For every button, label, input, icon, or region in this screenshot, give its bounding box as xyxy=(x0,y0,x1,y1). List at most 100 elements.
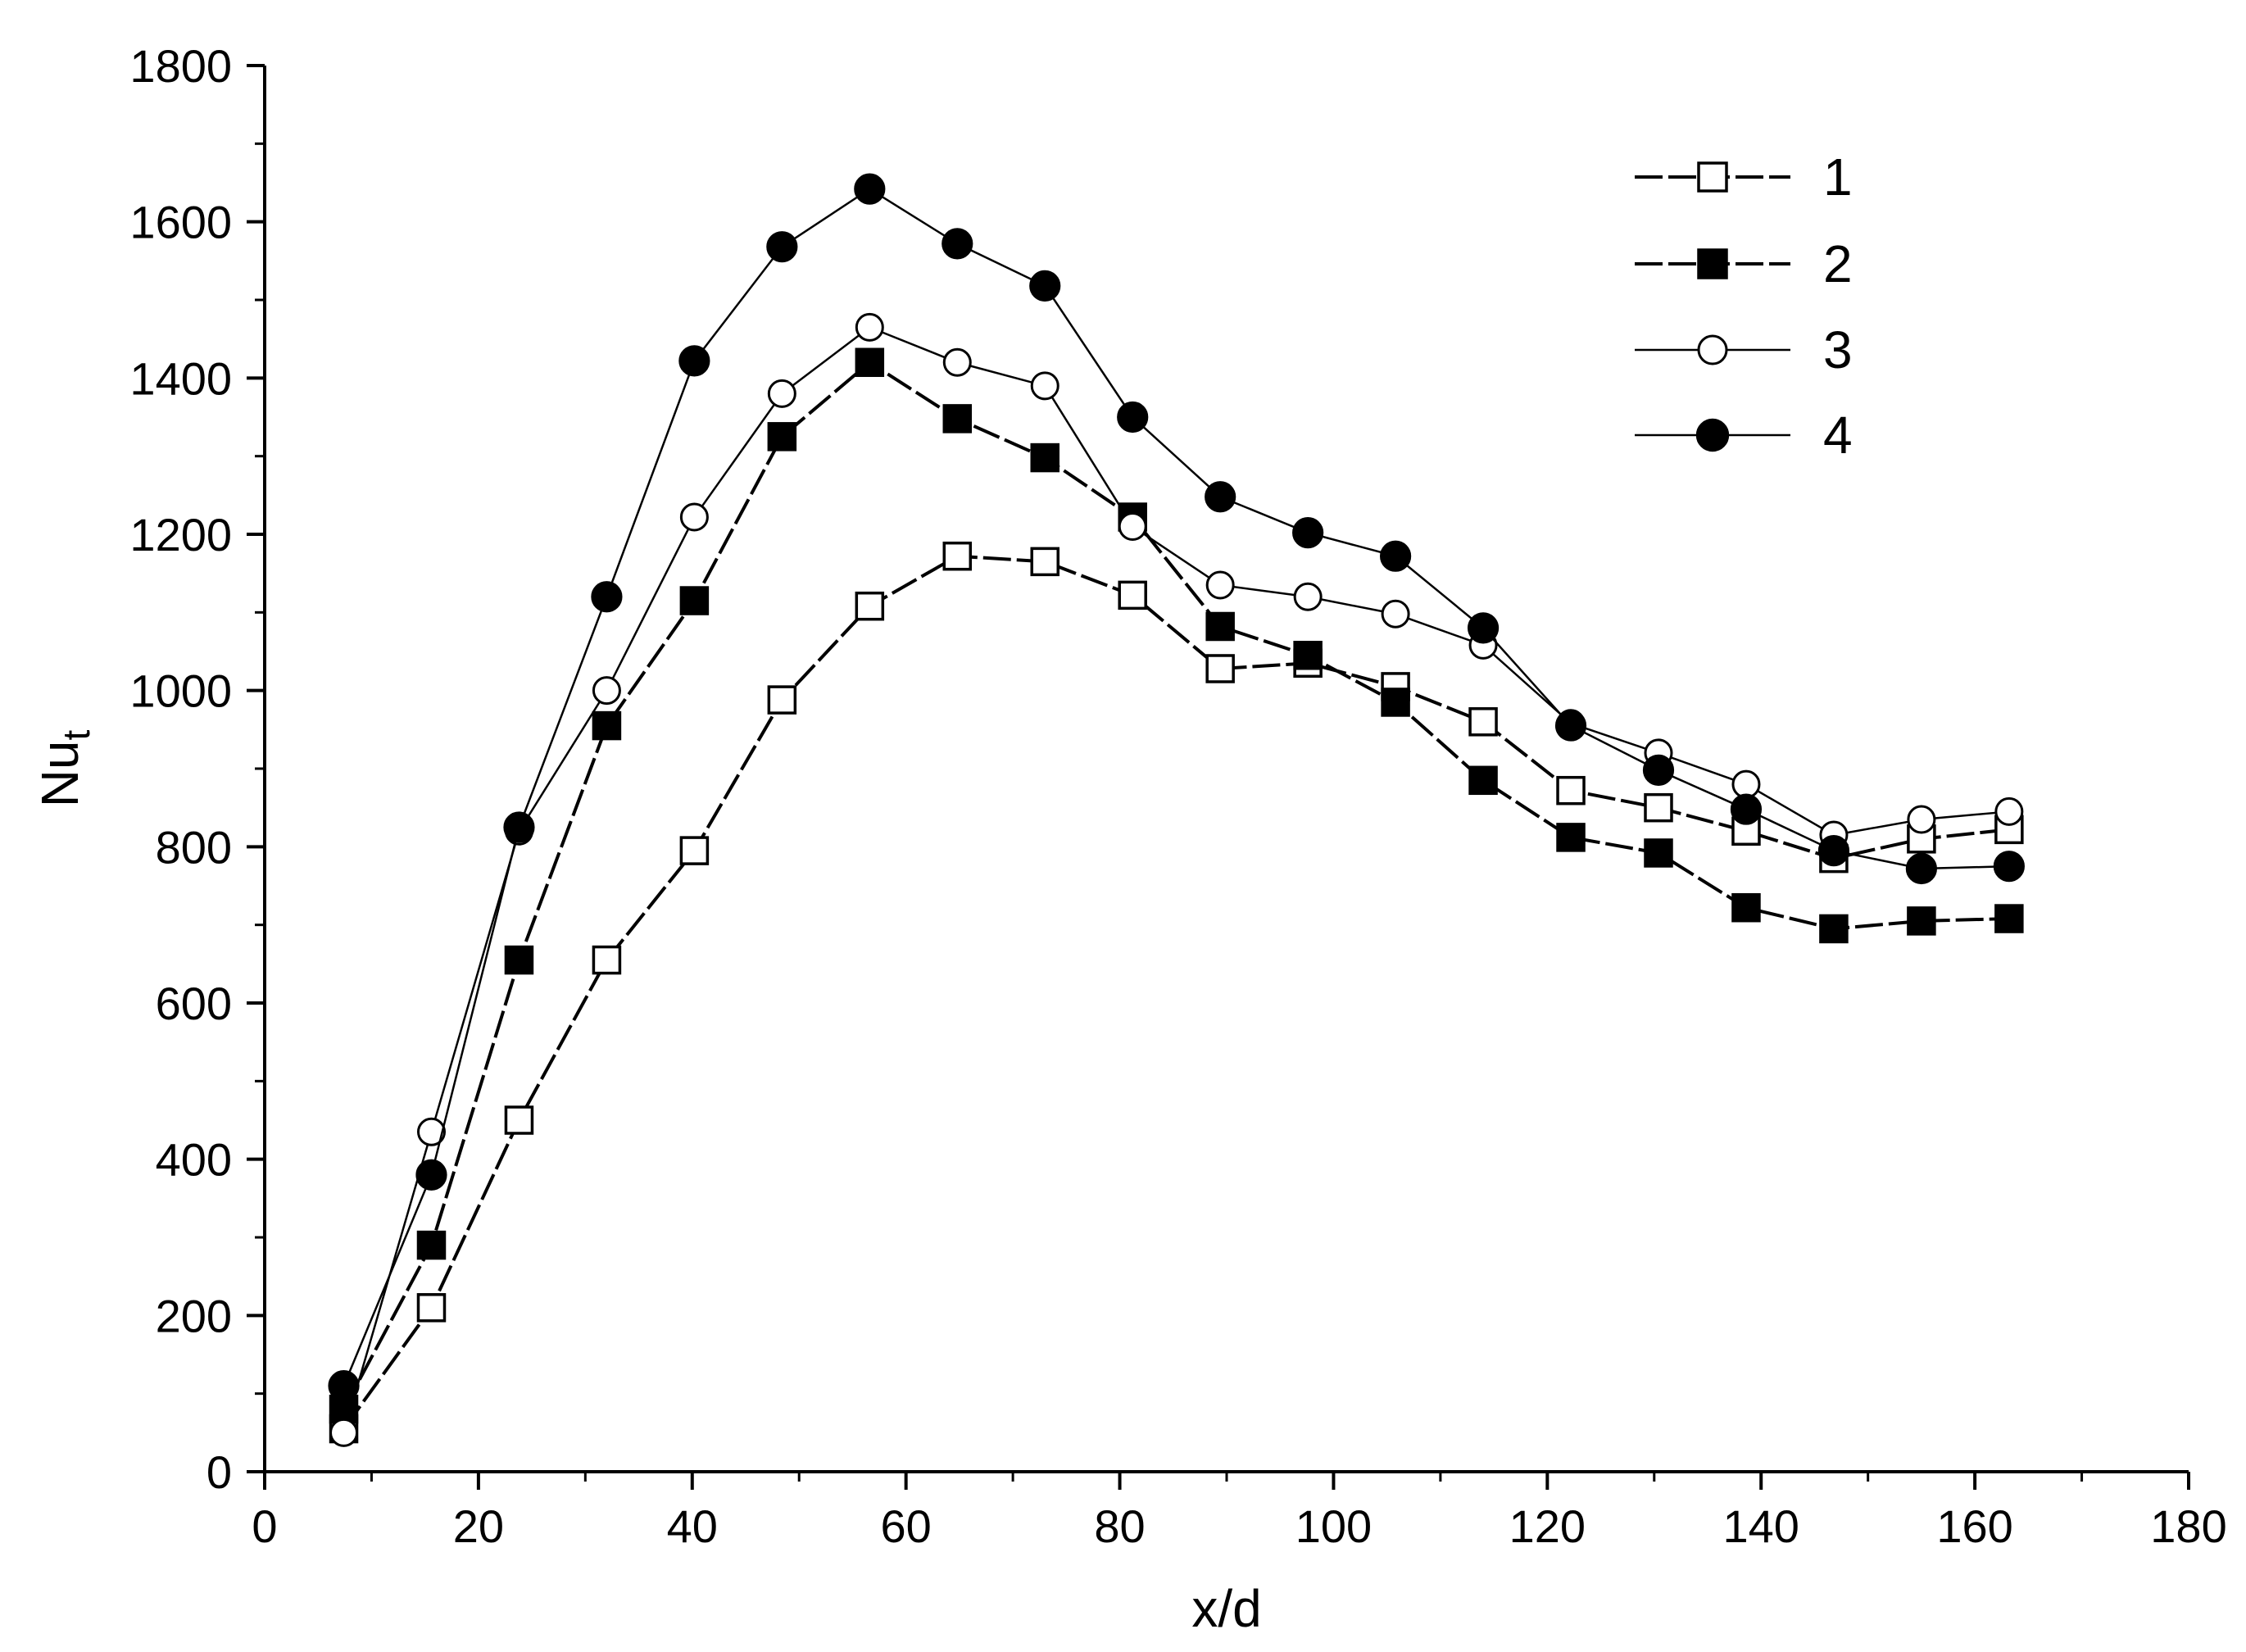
x-tick-label: 100 xyxy=(1295,1500,1372,1552)
y-axis-title: Nut xyxy=(30,729,98,807)
series-3-point xyxy=(1030,371,1059,401)
series-2-point xyxy=(1293,641,1323,670)
series-1-point xyxy=(855,591,885,621)
series-4-point xyxy=(1467,612,1500,644)
series-3-point xyxy=(1907,805,1936,834)
legend-marker xyxy=(1695,418,1730,452)
y-tick-label: 0 xyxy=(206,1446,232,1498)
legend-item-2: 2 xyxy=(1635,234,1853,293)
x-tick-label: 120 xyxy=(1509,1500,1586,1552)
series-3-point xyxy=(1994,796,2024,826)
series-2-point xyxy=(1030,442,1059,473)
series-1-point xyxy=(416,1293,447,1323)
series-2-point xyxy=(1731,892,1761,923)
series-2-point xyxy=(1468,765,1498,796)
series-4-point xyxy=(328,1370,360,1402)
series-2-point xyxy=(1994,904,2024,933)
x-tick-label: 0 xyxy=(252,1500,277,1552)
series-4-point xyxy=(1380,540,1412,572)
y-tick-label: 600 xyxy=(156,978,232,1029)
legend-item-1: 1 xyxy=(1635,148,1853,206)
x-axis-title: x/d xyxy=(1191,1579,1261,1638)
series-3-point xyxy=(767,379,796,408)
series-1-point xyxy=(942,541,973,571)
series-2-line xyxy=(342,360,2009,1410)
series-2-point xyxy=(767,422,797,452)
series-4-point xyxy=(1117,401,1149,433)
x-tick-label: 180 xyxy=(2150,1500,2226,1552)
series-1-point xyxy=(1731,816,1761,846)
x-tick-label: 40 xyxy=(667,1500,718,1552)
legend-item-4: 4 xyxy=(1635,406,1853,465)
series-4-point xyxy=(678,345,710,377)
series-1-point xyxy=(1118,580,1147,610)
series-4 xyxy=(328,173,2025,1402)
series-2 xyxy=(329,347,2024,1424)
series-3-point xyxy=(1205,570,1235,600)
series-4-point xyxy=(1730,793,1763,825)
y-axis-title-subscript: t xyxy=(55,729,98,740)
series-2-point xyxy=(1381,688,1410,717)
series-1-point xyxy=(1556,775,1586,806)
legend-label: 2 xyxy=(1823,234,1853,293)
x-ticks: 0 20 40 60 80 100 120 140 160 180 xyxy=(252,1472,2227,1552)
series-2-point xyxy=(416,1230,447,1260)
series-4-point xyxy=(1205,481,1236,513)
x-tick-label: 60 xyxy=(881,1500,932,1552)
series-4-point xyxy=(1817,835,1850,867)
series-3-point xyxy=(855,312,884,342)
series-3 xyxy=(329,312,2024,1447)
series-3-point xyxy=(416,1117,446,1146)
series-3-point xyxy=(679,502,709,532)
y-tick-label: 800 xyxy=(156,821,232,873)
series-1-point xyxy=(1644,792,1673,823)
series-1-point xyxy=(767,685,797,715)
series-1-point xyxy=(592,945,622,975)
legend-item-3: 3 xyxy=(1635,320,1853,379)
series-4-point xyxy=(1905,852,1937,885)
series-3-point xyxy=(592,676,621,706)
series-layer xyxy=(328,173,2025,1447)
x-tick-label: 20 xyxy=(453,1500,504,1552)
y-tick-label: 1600 xyxy=(129,197,232,248)
y-tick-label: 400 xyxy=(156,1134,232,1186)
series-1-point xyxy=(1205,654,1235,683)
x-tick-label: 80 xyxy=(1094,1500,1145,1552)
series-4-point xyxy=(1292,516,1324,549)
y-axis-title-main: Nu xyxy=(30,740,89,807)
series-1 xyxy=(329,541,2024,1444)
series-2-point xyxy=(1205,611,1235,642)
series-4-point xyxy=(1554,710,1587,742)
series-2-point xyxy=(592,710,622,741)
series-3-point xyxy=(1381,599,1410,629)
series-4-point xyxy=(766,231,798,263)
series-2-point xyxy=(942,404,973,433)
legend: 1 2 3 4 xyxy=(1635,148,1853,465)
legend-marker xyxy=(1697,334,1728,365)
series-1-point xyxy=(679,836,710,865)
x-tick-label: 140 xyxy=(1723,1500,1799,1552)
series-4-point xyxy=(1993,851,2025,883)
series-4-point xyxy=(503,811,535,843)
series-3-line xyxy=(343,325,2009,1433)
legend-marker xyxy=(1697,161,1728,193)
series-4-point xyxy=(1029,270,1061,302)
y-tick-label: 1800 xyxy=(129,40,232,92)
y-ticks: 0 200 400 600 800 1000 1200 1400 1600 1800 xyxy=(129,40,265,1498)
y-tick-label: 1200 xyxy=(129,509,232,560)
legend-marker xyxy=(1697,248,1728,279)
legend-label: 4 xyxy=(1823,406,1853,465)
series-2-point xyxy=(1644,838,1673,868)
series-1-point xyxy=(1030,547,1059,577)
series-4-line xyxy=(343,188,2009,1386)
y-tick-label: 1400 xyxy=(129,352,232,404)
series-2-point xyxy=(1907,906,1936,936)
series-4-point xyxy=(942,228,973,260)
series-1-point xyxy=(504,1105,534,1135)
series-4-point xyxy=(1642,754,1675,787)
legend-label: 1 xyxy=(1823,148,1853,206)
series-2-point xyxy=(1556,823,1586,852)
y-tick-label: 1000 xyxy=(129,665,232,717)
series-4-point xyxy=(415,1159,447,1191)
